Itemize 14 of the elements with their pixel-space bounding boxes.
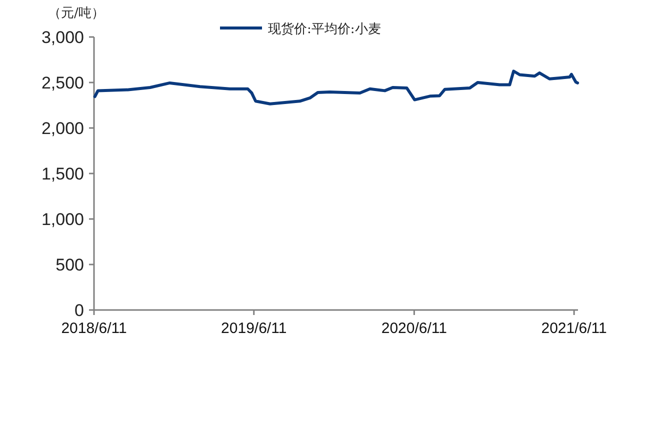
legend: 现货价:平均价:小麦 xyxy=(220,22,381,37)
y-tick-label: 1,000 xyxy=(41,210,84,229)
y-axis-title: （元/吨） xyxy=(48,6,104,21)
x-tick-label: 2021/6/11 xyxy=(541,320,607,337)
x-tick-label: 2020/6/11 xyxy=(381,320,447,337)
x-tick-label: 2019/6/11 xyxy=(221,320,287,337)
y-tick-label: 1,500 xyxy=(41,164,84,184)
y-tick-label: 2,500 xyxy=(41,74,84,92)
y-tick-label: 3,000 xyxy=(41,28,84,47)
y-tick-label: 0 xyxy=(74,301,84,320)
legend-label: 现货价:平均价:小麦 xyxy=(268,22,381,37)
y-tick-label: 2,000 xyxy=(41,119,84,138)
x-tick-label: 2018/6/11 xyxy=(61,320,127,337)
y-tick-label: 500 xyxy=(56,256,84,274)
